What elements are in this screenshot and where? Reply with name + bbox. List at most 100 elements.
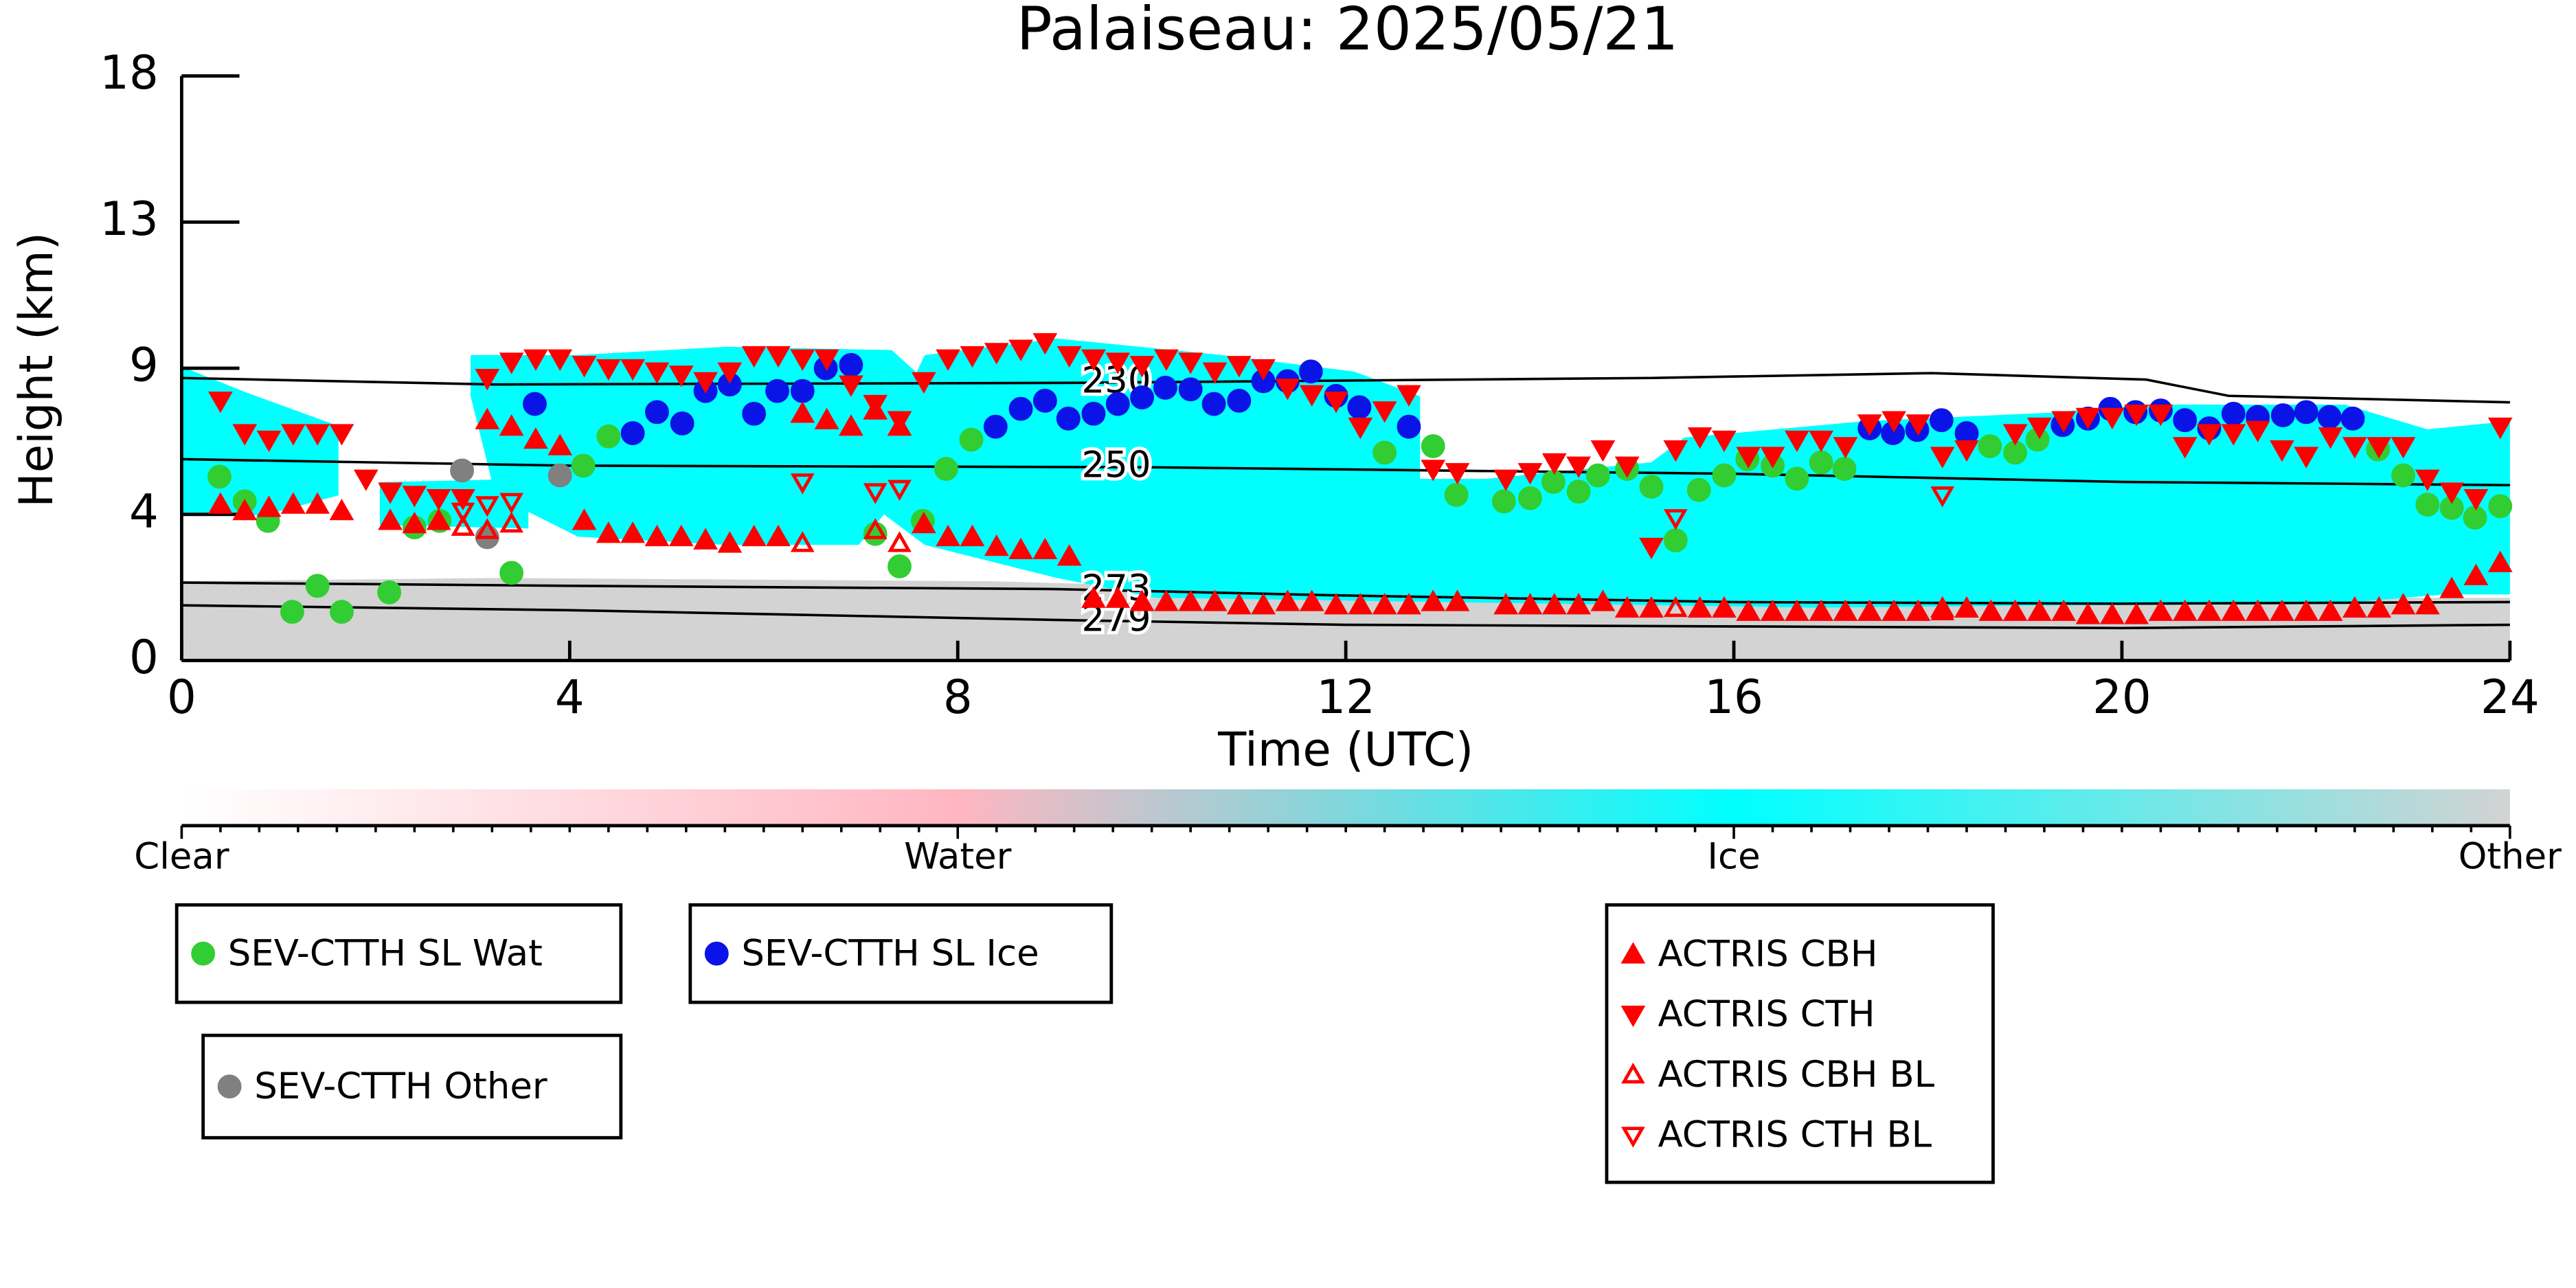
point: [1299, 589, 1324, 611]
point: [378, 508, 403, 530]
point: [305, 492, 330, 514]
point: [2318, 599, 2343, 621]
point: [207, 464, 231, 489]
point: [2342, 596, 2367, 618]
legend-marker: [1621, 1127, 1645, 1148]
point: [329, 424, 354, 446]
point: [2415, 493, 2440, 517]
point: [499, 493, 523, 514]
point: [766, 346, 791, 368]
point: [1712, 596, 1737, 618]
point: [475, 496, 499, 517]
point: [1154, 349, 1179, 371]
point: [2221, 401, 2246, 426]
x-tick-label: 4: [555, 670, 585, 724]
point: [2270, 599, 2294, 621]
contour-line: [181, 581, 2510, 605]
x-tick-label: 16: [1704, 670, 1763, 724]
point: [1614, 456, 1640, 478]
point: [547, 349, 573, 371]
point: [911, 372, 936, 394]
point: [936, 524, 960, 547]
point: [2317, 405, 2342, 429]
point: [499, 561, 524, 585]
point: [1397, 385, 1421, 407]
point: [1663, 528, 1688, 553]
point: [936, 349, 960, 371]
point: [644, 362, 670, 384]
point: [2173, 408, 2197, 433]
point: [1663, 440, 1688, 462]
point: [2463, 506, 2487, 530]
point: [1372, 401, 1397, 423]
point: [1105, 392, 1130, 416]
point: [741, 346, 767, 368]
point: [2294, 400, 2318, 425]
point: [1397, 414, 1421, 439]
legend-marker: [704, 941, 729, 966]
point: [620, 359, 645, 381]
point: [934, 457, 958, 482]
point: [1566, 479, 1591, 504]
point: [1178, 352, 1204, 374]
point: [378, 482, 403, 504]
point: [2002, 424, 2028, 446]
point: [2075, 407, 2101, 430]
point: [451, 515, 475, 536]
point: [1153, 375, 1177, 400]
point: [402, 486, 427, 508]
point: [1687, 596, 1713, 618]
point: [1032, 537, 1058, 560]
point: [765, 379, 789, 403]
x-tick-label: 20: [2092, 670, 2151, 724]
point: [1421, 589, 1446, 611]
point: [1639, 537, 1664, 560]
point: [329, 499, 354, 521]
contour-line: [181, 372, 2510, 404]
point: [741, 524, 767, 547]
point: [256, 495, 282, 517]
point: [2463, 488, 2489, 511]
point: [1712, 463, 1737, 488]
point: [208, 492, 233, 514]
point: [1906, 599, 1931, 621]
point: [1590, 440, 1616, 462]
point: [2366, 437, 2392, 459]
point: [1421, 434, 1445, 458]
point: [2270, 440, 2294, 462]
point: [1081, 586, 1106, 608]
point: [1809, 450, 1833, 475]
colorbar-label: Other: [2459, 836, 2562, 878]
colorbar-label: Water: [904, 836, 1012, 878]
point: [1833, 599, 1858, 621]
point: [1348, 417, 1373, 440]
point: [523, 349, 548, 371]
point: [426, 488, 451, 511]
y-tick-label: 0: [129, 631, 159, 684]
point: [1929, 408, 1954, 433]
point: [499, 352, 524, 374]
point: [572, 356, 597, 378]
point: [305, 574, 330, 598]
legend: SEV-CTTH Other: [201, 1033, 623, 1140]
point: [959, 427, 984, 452]
point: [1056, 406, 1081, 431]
point: [1906, 414, 1931, 436]
point: [1081, 349, 1106, 371]
point: [1129, 589, 1155, 611]
point: [2075, 602, 2101, 624]
point: [547, 463, 572, 488]
point: [2366, 596, 2392, 618]
chart-title: Palaiseau: 2025/05/21: [1017, 0, 1679, 64]
point: [1251, 359, 1276, 381]
point: [790, 473, 815, 495]
point: [1832, 457, 1857, 482]
legend-label: SEV-CTTH Other: [254, 1065, 547, 1107]
point: [742, 401, 767, 426]
point: [620, 421, 645, 446]
colorbar-label: Ice: [1707, 836, 1760, 878]
point: [2148, 599, 2173, 621]
point: [1178, 377, 1203, 402]
point: [1857, 599, 1882, 621]
point: [670, 411, 694, 436]
